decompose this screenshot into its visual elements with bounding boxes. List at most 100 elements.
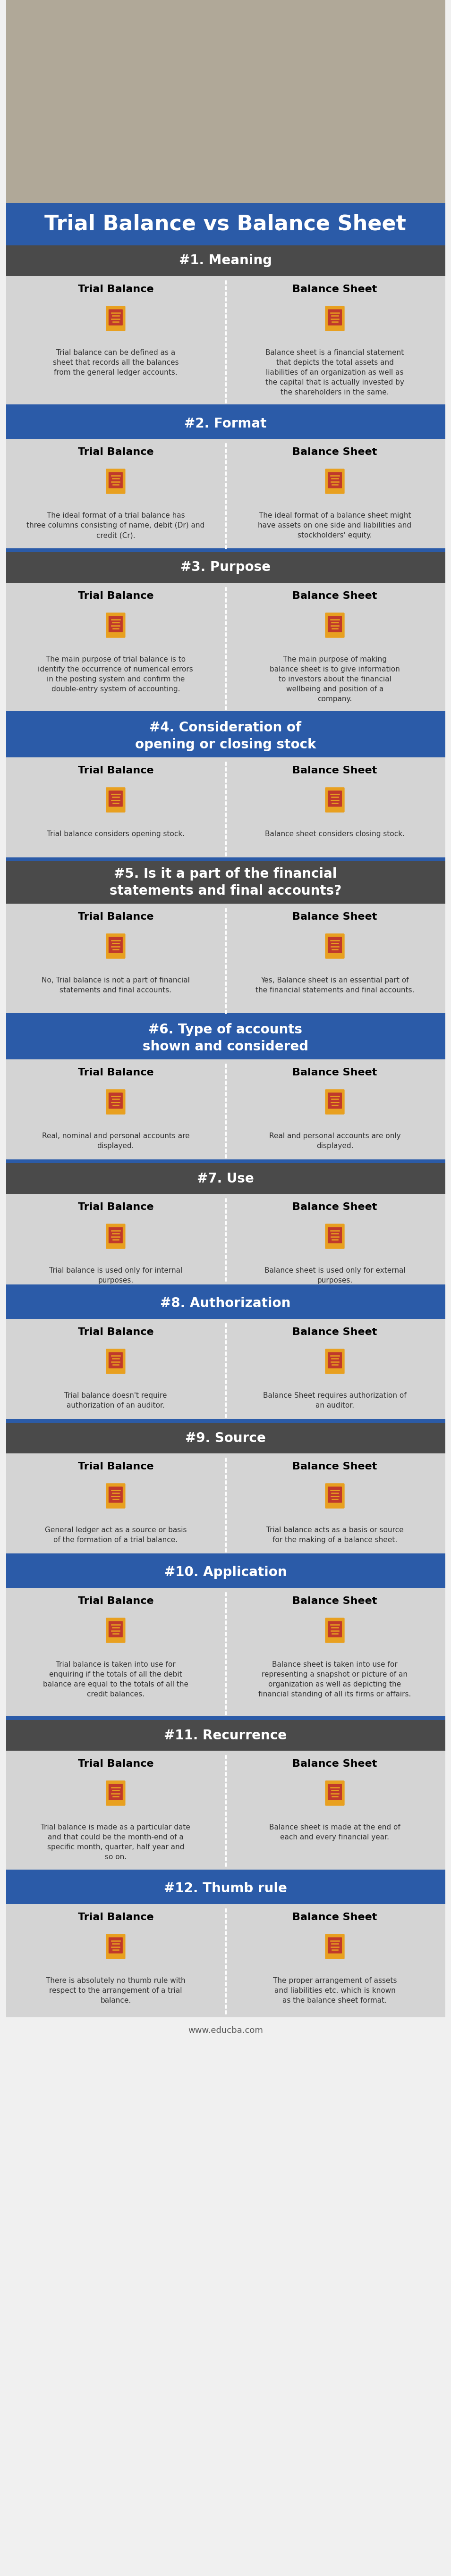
Text: Balance Sheet requires authorization of
an auditor.: Balance Sheet requires authorization of … [263,1391,406,1409]
Text: Real, nominal and personal accounts are
displayed.: Real, nominal and personal accounts are … [42,1133,189,1149]
Text: #8. Authorization: #8. Authorization [160,1296,291,1311]
Text: No, Trial balance is not a part of financial
statements and final accounts.: No, Trial balance is not a part of finan… [41,976,190,994]
Bar [6,858,445,866]
Bar [6,1752,445,1873]
Text: Balance Sheet: Balance Sheet [292,1911,377,1922]
Bar [6,1012,445,1020]
FancyBboxPatch shape [328,938,342,953]
Bar [6,1453,445,1558]
FancyBboxPatch shape [106,1780,125,1806]
FancyBboxPatch shape [328,471,342,489]
Text: Balance Sheet: Balance Sheet [292,592,377,600]
Bar [6,1553,445,1561]
Text: Balance Sheet: Balance Sheet [292,1463,377,1471]
Bar [6,551,445,582]
Bar [6,1018,445,1059]
Bar [6,404,445,412]
Bar [6,1870,445,1878]
Text: Trial Balance: Trial Balance [78,1759,153,1770]
FancyBboxPatch shape [325,1618,345,1643]
Text: Trial Balance: Trial Balance [78,1597,153,1605]
Text: The ideal format of a trial balance has
three columns consisting of name, debit : The ideal format of a trial balance has … [27,513,205,538]
FancyBboxPatch shape [328,1226,342,1244]
Text: Balance sheet is made at the end of
each and every financial year.: Balance sheet is made at the end of each… [269,1824,400,1842]
FancyBboxPatch shape [325,933,345,958]
Text: Balance sheet is taken into use for
representing a snapshot or picture of an
org: Balance sheet is taken into use for repr… [258,1662,411,1698]
Bar [6,716,445,757]
FancyBboxPatch shape [106,1484,125,1510]
Text: The main purpose of making
balance sheet is to give information
to investors abo: The main purpose of making balance sheet… [270,657,400,703]
Bar [6,860,445,904]
Bar [6,1873,445,1904]
Text: Trial Balance: Trial Balance [78,283,153,294]
FancyBboxPatch shape [109,309,123,325]
FancyBboxPatch shape [325,788,345,811]
Bar [6,1059,445,1164]
FancyBboxPatch shape [328,1092,342,1108]
Bar [6,1422,445,1453]
Text: Trial Balance: Trial Balance [78,1069,153,1077]
FancyBboxPatch shape [109,1937,123,1953]
Text: www.educba.com: www.educba.com [188,2027,263,2035]
Text: Trial balance considers opening stock.: Trial balance considers opening stock. [46,829,184,837]
Text: #1. Meaning: #1. Meaning [179,255,272,268]
Text: #11. Recurrence: #11. Recurrence [164,1728,287,1741]
FancyBboxPatch shape [325,1935,345,1960]
Text: #2. Format: #2. Format [184,417,267,430]
FancyBboxPatch shape [328,616,342,631]
FancyBboxPatch shape [109,1092,123,1108]
FancyBboxPatch shape [106,1935,125,1960]
Bar [6,1904,445,2017]
Text: Trial balance can be defined as a
sheet that records all the balances
from the g: Trial balance can be defined as a sheet … [53,350,179,376]
FancyBboxPatch shape [109,471,123,489]
FancyBboxPatch shape [325,1090,345,1115]
FancyBboxPatch shape [106,1618,125,1643]
Bar [6,0,445,204]
FancyBboxPatch shape [109,1620,123,1638]
Text: Balance sheet considers closing stock.: Balance sheet considers closing stock. [265,829,405,837]
Text: Yes, Balance sheet is an essential part of
the financial statements and final ac: Yes, Balance sheet is an essential part … [255,976,414,994]
Bar [6,245,445,276]
Bar [6,1193,445,1288]
Text: Trial Balance vs Balance Sheet: Trial Balance vs Balance Sheet [45,214,406,234]
Text: #9. Source: #9. Source [185,1432,266,1445]
FancyBboxPatch shape [106,307,125,332]
Text: Trial Balance: Trial Balance [78,1911,153,1922]
Text: The ideal format of a balance sheet might
have assets on one side and liabilitie: The ideal format of a balance sheet migh… [258,513,412,538]
FancyBboxPatch shape [328,1486,342,1502]
Bar [6,582,445,716]
Text: #5. Is it a part of the financial
statements and final accounts?: #5. Is it a part of the financial statem… [110,868,341,896]
Text: #10. Application: #10. Application [164,1566,287,1579]
Text: Balance Sheet: Balance Sheet [292,1327,377,1337]
Text: Trial balance acts as a basis or source
for the making of a balance sheet.: Trial balance acts as a basis or source … [266,1528,404,1543]
Text: Balance sheet is a financial statement
that depicts the total assets and
liabili: Balance sheet is a financial statement t… [266,350,404,397]
Text: Balance Sheet: Balance Sheet [292,765,377,775]
Bar [6,438,445,551]
Bar [6,1716,445,1723]
Text: The proper arrangement of assets
and liabilities etc. which is known
as the bala: The proper arrangement of assets and lia… [273,1978,397,2004]
FancyBboxPatch shape [325,613,345,639]
Bar [6,1419,445,1427]
FancyBboxPatch shape [328,1352,342,1368]
FancyBboxPatch shape [106,933,125,958]
FancyBboxPatch shape [109,616,123,631]
FancyBboxPatch shape [106,1224,125,1249]
FancyBboxPatch shape [106,1350,125,1373]
FancyBboxPatch shape [328,1785,342,1801]
Text: Trial balance is used only for internal
purposes.: Trial balance is used only for internal … [49,1267,182,1283]
FancyBboxPatch shape [328,1620,342,1638]
FancyBboxPatch shape [109,1785,123,1801]
Text: Balance Sheet: Balance Sheet [292,1069,377,1077]
FancyBboxPatch shape [328,1937,342,1953]
FancyBboxPatch shape [109,1226,123,1244]
Text: Balance Sheet: Balance Sheet [292,912,377,922]
Bar [6,1721,445,1752]
Text: Trial Balance: Trial Balance [78,592,153,600]
Bar [6,1164,445,1193]
Bar [6,1159,445,1167]
Text: Balance Sheet: Balance Sheet [292,448,377,456]
FancyBboxPatch shape [109,791,123,806]
Text: Balance Sheet: Balance Sheet [292,1597,377,1605]
FancyBboxPatch shape [325,307,345,332]
FancyBboxPatch shape [106,788,125,811]
